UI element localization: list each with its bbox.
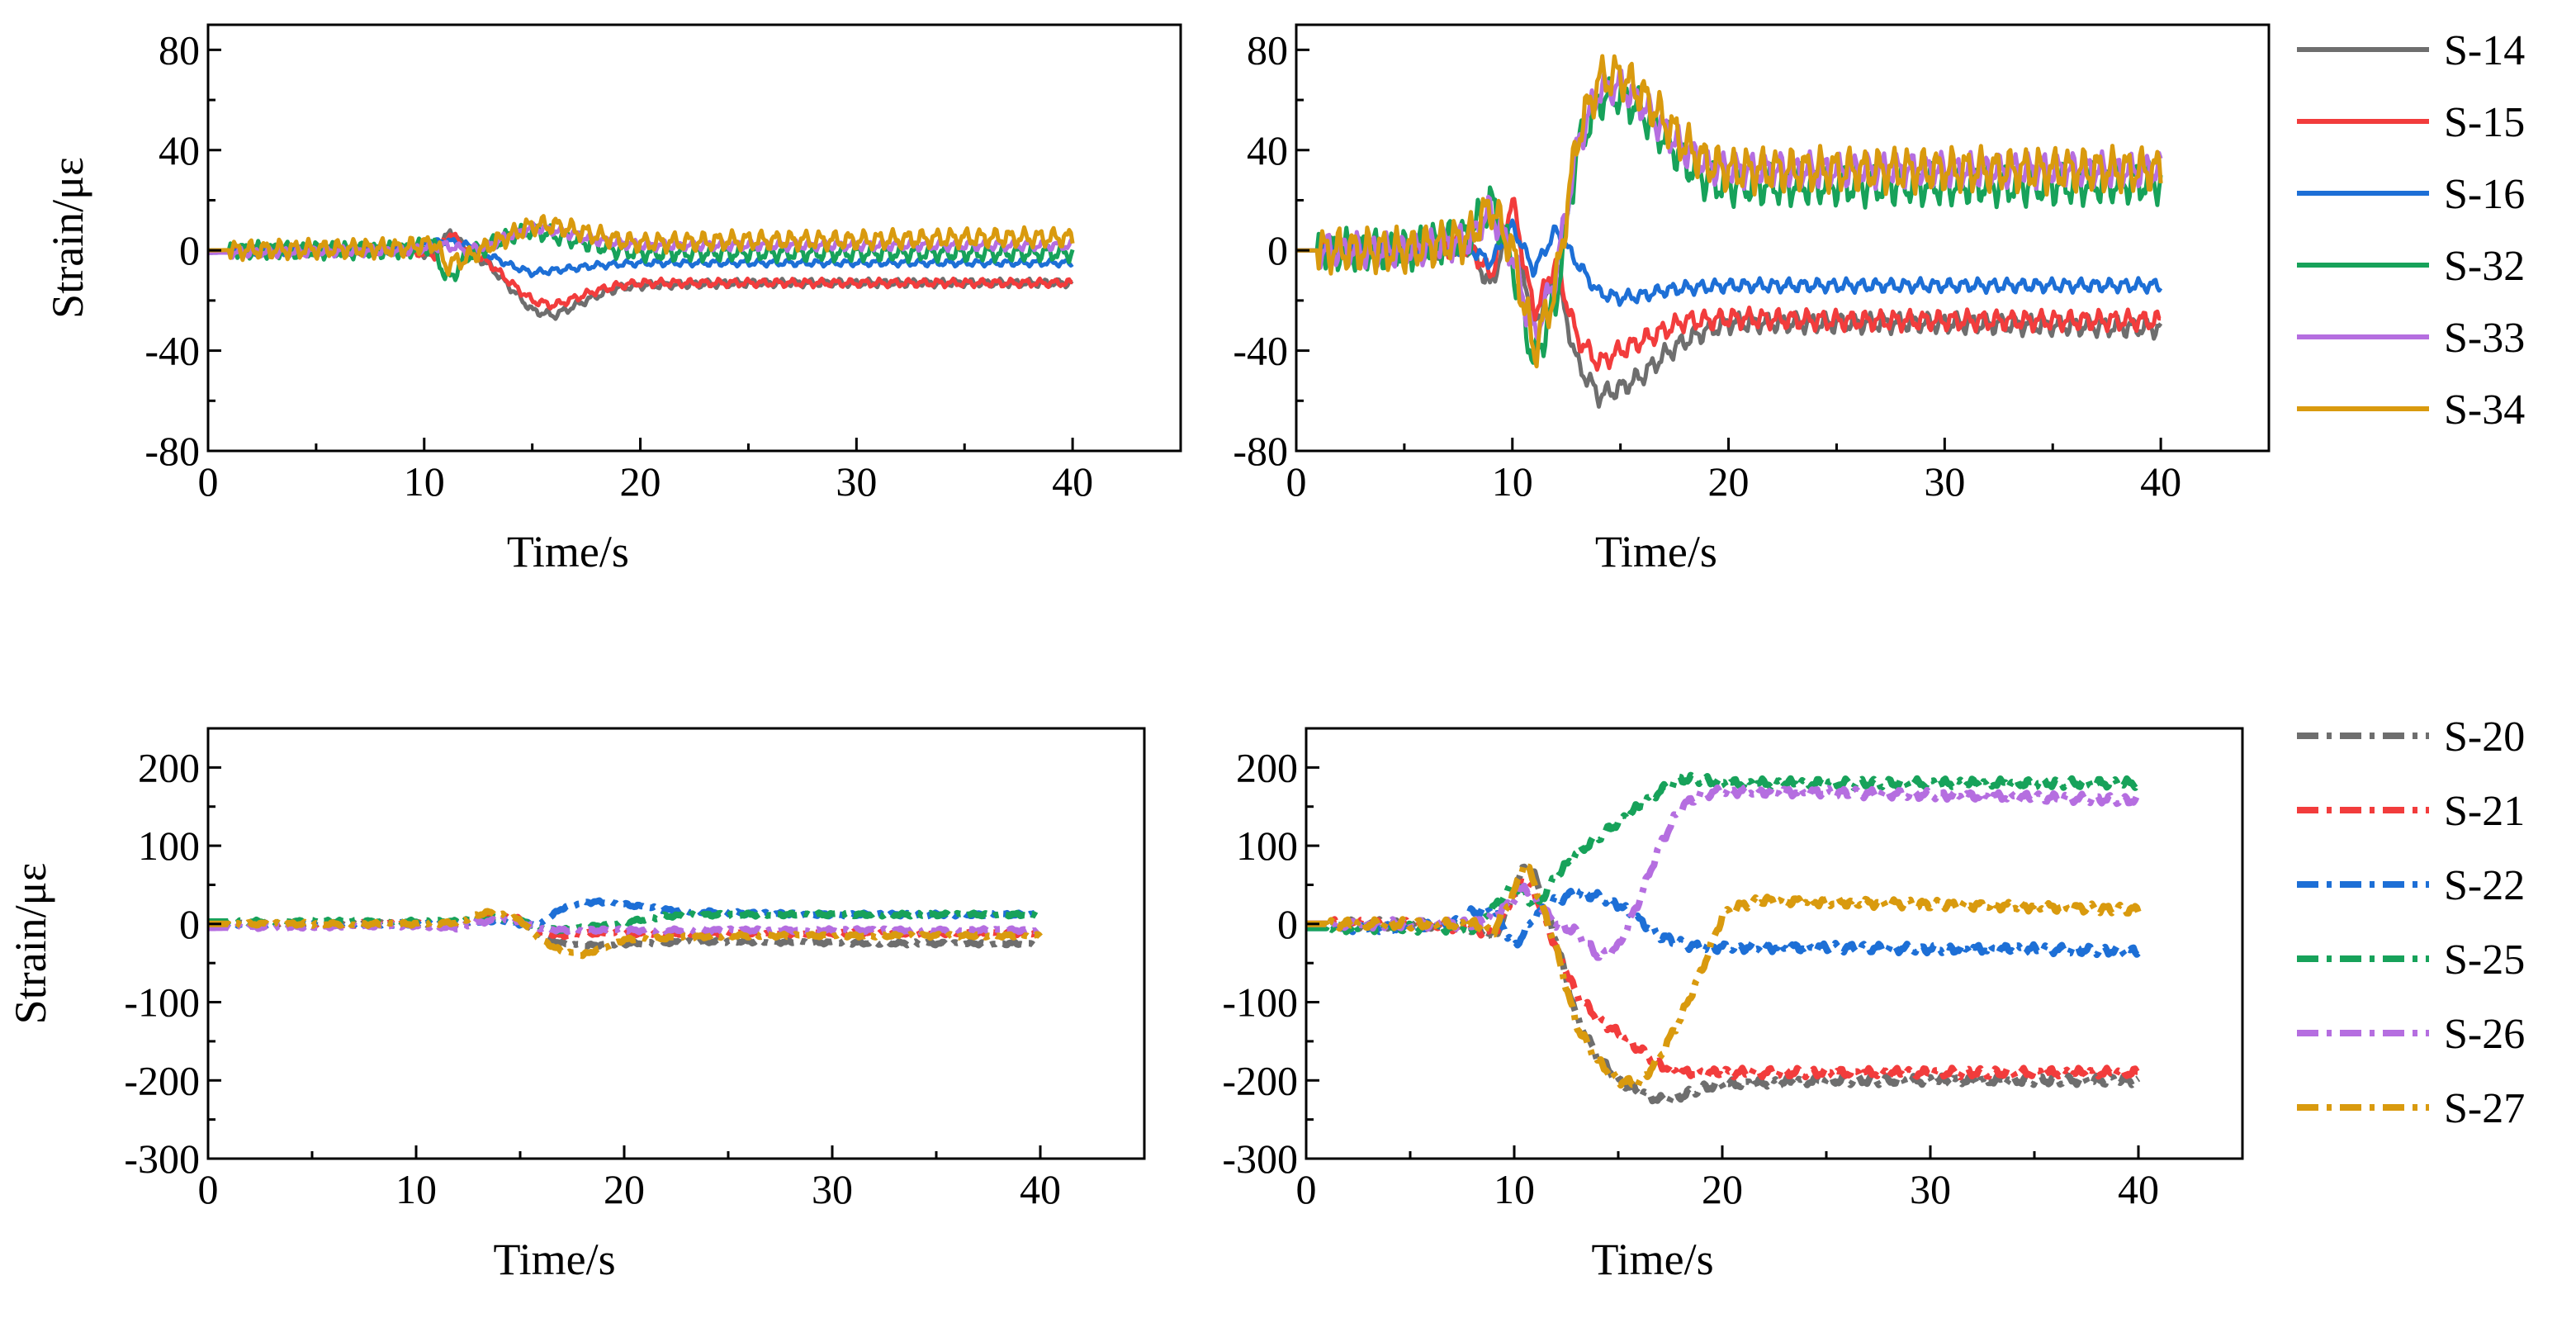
legend-top: S-14 S-15 S-16 S-32 S-33 S-34 <box>2297 27 2525 434</box>
x-tick-label: 0 <box>198 458 219 505</box>
y-tick-label: -100 <box>1222 979 1298 1026</box>
legend-item-s-26: S-26 <box>2297 1011 2525 1058</box>
y-tick-label: -40 <box>144 328 200 374</box>
plot-frame <box>206 23 1182 453</box>
legend-bottom: S-20 S-21 S-22 S-25 S-26 S-27 <box>2297 714 2525 1132</box>
legend-label: S-25 <box>2444 936 2525 984</box>
chart-panel-bottom-left: 0 10 20 30 40 -300 -200 -100 0 100 200 Time/s Strain… <box>6 727 1146 1284</box>
legend-item-s-14: S-14 <box>2297 27 2525 74</box>
x-tick-label: 30 <box>836 458 877 505</box>
y-tick-label: 80 <box>159 26 200 73</box>
x-axis-title: Time/s <box>1595 527 1717 576</box>
y-tick-label: -200 <box>124 1057 200 1103</box>
legend-item-s-27: S-27 <box>2297 1085 2525 1132</box>
x-tick-label: 0 <box>1296 1166 1317 1212</box>
legend-item-s-33: S-33 <box>2297 315 2525 362</box>
legend-label: S-33 <box>2444 315 2525 362</box>
x-axis-title: Time/s <box>494 1235 616 1284</box>
y-tick-label: 40 <box>1247 127 1288 173</box>
y-tick-label: -200 <box>1222 1057 1298 1103</box>
x-tick-label: 0 <box>198 1166 219 1212</box>
y-tick-label: 80 <box>1247 26 1288 73</box>
series-line-s-25 <box>208 909 1043 935</box>
legend-label: S-14 <box>2444 27 2525 74</box>
y-tick-label: 100 <box>1236 823 1298 869</box>
chart-panel-top-right: 0 10 20 30 40 -80 -40 0 40 80 Time/s <box>1233 23 2271 576</box>
series-line-s-27 <box>208 908 1043 960</box>
x-tick-label: 10 <box>1494 1166 1535 1212</box>
x-tick-label: 40 <box>2118 1166 2159 1212</box>
legend-label: S-21 <box>2444 788 2525 835</box>
series-line-s-27 <box>1306 860 2142 1091</box>
series-line-s-26 <box>1306 783 2141 961</box>
y-axis-title: Strain/με <box>43 157 92 319</box>
y-tick-label: 200 <box>138 744 200 790</box>
legend-label: S-15 <box>2444 99 2525 146</box>
series-line-s-26 <box>208 916 1042 936</box>
y-tick-label: 200 <box>1236 744 1298 790</box>
legend-label: S-20 <box>2444 714 2525 761</box>
y-tick-label: -300 <box>124 1136 200 1182</box>
series-line-s-34 <box>208 214 1075 277</box>
x-tick-label: 30 <box>812 1166 853 1212</box>
x-tick-label: 40 <box>1052 458 1093 505</box>
legend-label: S-26 <box>2444 1011 2525 1058</box>
y-axis-title: Strain/με <box>6 863 55 1025</box>
y-tick-label: 0 <box>1277 901 1298 947</box>
legend-label: S-16 <box>2444 171 2525 218</box>
y-tick-label: -300 <box>1222 1136 1298 1182</box>
x-tick-label: 30 <box>1924 458 1965 505</box>
series-group <box>208 214 1075 321</box>
legend-label: S-32 <box>2444 243 2525 290</box>
legend-label: S-22 <box>2444 862 2525 909</box>
y-tick-label: -80 <box>144 428 200 474</box>
y-tick-label: -80 <box>1233 428 1288 474</box>
legend-item-s-20: S-20 <box>2297 714 2525 761</box>
y-tick-label: 0 <box>179 227 200 273</box>
chart-panel-top-left: 0 10 20 30 40 -80 -40 0 40 80 Time/s Strain/με <box>43 23 1182 576</box>
x-tick-label: 20 <box>620 458 661 505</box>
x-tick-label: 10 <box>395 1166 437 1212</box>
legend-item-s-16: S-16 <box>2297 171 2525 218</box>
legend-label: S-34 <box>2444 386 2525 434</box>
x-tick-label: 40 <box>1020 1166 1061 1212</box>
x-axis-title: Time/s <box>507 527 629 576</box>
x-tick-label: 20 <box>1708 458 1750 505</box>
legend-item-s-34: S-34 <box>2297 386 2525 434</box>
plot-frame <box>206 727 1146 1160</box>
y-tick-label: 0 <box>1267 227 1288 273</box>
y-tick-label: -100 <box>124 979 200 1026</box>
legend-item-s-15: S-15 <box>2297 99 2525 146</box>
legend-item-s-22: S-22 <box>2297 862 2525 909</box>
chart-panel-bottom-right: 0 10 20 30 40 -300 -200 -100 0 100 200 Time/s <box>1222 727 2244 1284</box>
legend-item-s-32: S-32 <box>2297 243 2525 290</box>
y-tick-label: 40 <box>159 127 200 173</box>
y-tick-label: -40 <box>1233 328 1288 374</box>
series-line-s-33 <box>1296 68 2163 343</box>
series-group <box>1306 771 2142 1107</box>
y-tick-label: 100 <box>138 823 200 869</box>
series-group <box>208 897 1043 960</box>
x-tick-label: 30 <box>1910 1166 1951 1212</box>
x-tick-label: 40 <box>2140 458 2181 505</box>
series-line-s-34 <box>1296 54 2163 369</box>
y-tick-label: 0 <box>179 901 200 947</box>
x-axis-title: Time/s <box>1592 1235 1714 1284</box>
x-tick-label: 10 <box>1492 458 1533 505</box>
plot-frame <box>1305 727 2244 1160</box>
x-tick-label: 0 <box>1286 458 1307 505</box>
series-line-s-25 <box>1306 771 2142 936</box>
plot-frame <box>1295 23 2271 453</box>
x-tick-label: 20 <box>1702 1166 1743 1212</box>
series-group <box>1296 54 2163 409</box>
series-line-s-20 <box>1306 863 2141 1107</box>
x-tick-label: 10 <box>404 458 445 505</box>
x-tick-label: 20 <box>604 1166 645 1212</box>
legend-label: S-27 <box>2444 1085 2525 1132</box>
legend-item-s-21: S-21 <box>2297 788 2525 835</box>
legend-item-s-25: S-25 <box>2297 936 2525 984</box>
